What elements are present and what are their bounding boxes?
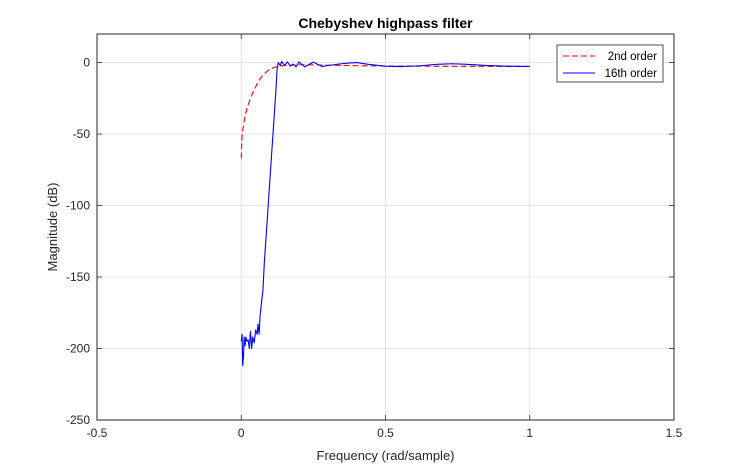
x-tick-label: 0 [238, 426, 245, 440]
series-layer [240, 60, 530, 367]
x-axis-label: Frequency (rad/sample) [317, 448, 455, 463]
legend-box [556, 44, 664, 83]
y-tick-label: -100 [66, 199, 90, 213]
series-line-16th-order [240, 60, 530, 367]
legend-label-2nd-order: 2nd order [608, 51, 657, 63]
y-tick-label: -200 [66, 342, 90, 356]
x-tick-label: 1.5 [666, 426, 683, 440]
y-tick-label: -250 [66, 413, 90, 427]
y-axis-label: Magnitude (dB) [45, 183, 60, 272]
series-line-2nd-order [240, 64, 530, 159]
x-tick-label: 0.5 [377, 426, 394, 440]
ticks: -0.5 0 0.5 1 1.5 0 -50 -100 -150 -200 -250 [66, 34, 683, 440]
y-tick-label: 0 [83, 56, 90, 70]
x-tick-label: -0.5 [87, 426, 108, 440]
x-tick-label: 1 [526, 426, 533, 440]
legend: 2nd order 16th order [556, 44, 664, 83]
y-tick-label: -50 [73, 127, 91, 141]
legend-label-16th-order: 16th order [605, 68, 658, 80]
y-tick-label: -150 [66, 270, 90, 284]
chart-title: Chebyshev highpass filter [298, 15, 473, 31]
